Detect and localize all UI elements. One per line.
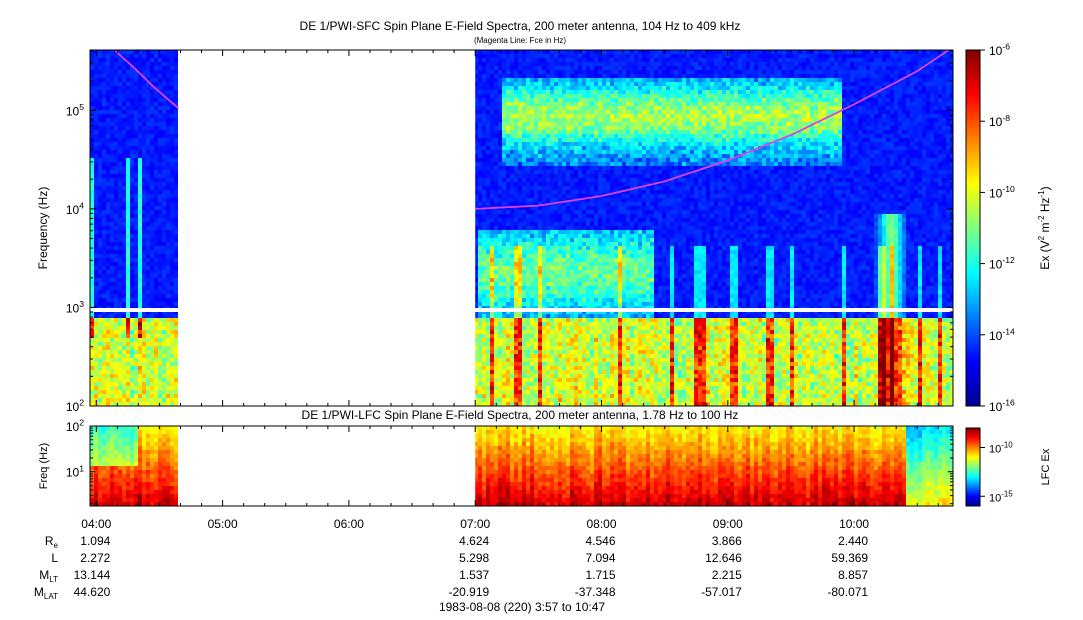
sfc-subtitle: (Magenta Line: Fce in Hz) bbox=[474, 36, 566, 45]
sfc-colorbar-label: Ex (V2 m-2 Hz-1) bbox=[1037, 186, 1052, 269]
ephemeris-value: 2.215 bbox=[712, 568, 742, 582]
time-axis-labels: 04:00 05:00 06:00 07:00 08:00 09:00 10:00 bbox=[81, 517, 869, 531]
colorbar-tick-label: 10-12 bbox=[989, 255, 1015, 271]
ephemeris-value: 4.624 bbox=[459, 534, 489, 548]
ephemeris-value: 59.369 bbox=[831, 551, 868, 565]
ephemeris-value: 1.094 bbox=[80, 534, 110, 548]
ephemeris-value: 13.144 bbox=[74, 568, 111, 582]
sfc-y-axis-label: Frequency (Hz) bbox=[36, 187, 50, 270]
colorbar-tick-label: 10-15 bbox=[989, 489, 1013, 504]
sfc-y-tick-label: 104 bbox=[66, 200, 84, 216]
lfc-y-tick-label: 102 bbox=[66, 418, 84, 434]
sfc-title: DE 1/PWI-SFC Spin Plane E-Field Spectra,… bbox=[300, 19, 741, 33]
ephemeris-row-label: Re bbox=[45, 534, 59, 550]
ephemeris-value: 7.094 bbox=[585, 551, 615, 565]
lfc-colorbar: 10-10 10-15 LFC Ex bbox=[966, 428, 1052, 506]
lfc-y-axis-label: Freq (Hz) bbox=[38, 443, 50, 489]
sfc-colorbar-scale bbox=[966, 50, 980, 406]
sfc-panel: DE 1/PWI-SFC Spin Plane E-Field Spectra,… bbox=[36, 19, 954, 414]
colorbar-tick-label: 10-10 bbox=[989, 184, 1015, 200]
time-tick-label: 04:00 bbox=[81, 517, 111, 531]
lfc-panel: DE 1/PWI-LFC Spin Plane E-Field Spectra,… bbox=[38, 408, 954, 506]
sfc-y-tick-label: 102 bbox=[66, 398, 84, 414]
ephemeris-value: 1.537 bbox=[459, 568, 489, 582]
ephemeris-row-label: MLAT bbox=[34, 585, 58, 601]
ephemeris-value: 2.440 bbox=[838, 534, 868, 548]
data-gap bbox=[178, 51, 475, 406]
lfc-data-gaps bbox=[178, 427, 475, 506]
lfc-y-tick-label: 101 bbox=[66, 463, 84, 479]
ephemeris-value: -20.919 bbox=[449, 585, 490, 599]
sfc-colorbar-ticks: 10-6 10-8 10-10 10-12 10-14 10-16 bbox=[980, 42, 1015, 414]
ephemeris-row-label: MLT bbox=[39, 568, 58, 584]
lfc-colorbar-ticks: 10-10 10-15 bbox=[980, 441, 1013, 505]
ephemeris-value: 12.646 bbox=[705, 551, 742, 565]
colorbar-tick-label: 10-16 bbox=[989, 398, 1015, 414]
time-tick-label: 06:00 bbox=[334, 517, 364, 531]
ephemeris-row-label: L bbox=[51, 551, 58, 565]
ephemeris-value: 2.272 bbox=[80, 551, 110, 565]
sfc-colorbar: 10-6 10-8 10-10 10-12 10-14 10-16 Ex (V2 m-2 … bbox=[966, 42, 1052, 414]
lfc-colorbar-scale bbox=[966, 428, 980, 506]
colorbar-tick-label: 10-8 bbox=[989, 113, 1010, 129]
colorbar-tick-label: 10-14 bbox=[989, 326, 1015, 342]
sfc-y-tick-label: 103 bbox=[66, 299, 84, 315]
ephemeris-value: -37.348 bbox=[575, 585, 616, 599]
colorbar-tick-label: 10-10 bbox=[989, 441, 1013, 456]
ephemeris-value: 4.546 bbox=[585, 534, 615, 548]
ephemeris-table: Re 1.094 4.624 4.546 3.866 2.440 L 2.272 5.298 7.… bbox=[34, 534, 869, 601]
ephemeris-value: 5.298 bbox=[459, 551, 489, 565]
lfc-title: DE 1/PWI-LFC Spin Plane E-Field Spectra,… bbox=[302, 408, 739, 422]
lfc-colorbar-label: LFC Ex bbox=[1040, 448, 1052, 485]
time-tick-label: 10:00 bbox=[839, 517, 869, 531]
ephemeris-value: 1.715 bbox=[585, 568, 615, 582]
sfc-data-gaps bbox=[178, 51, 475, 406]
time-tick-label: 09:00 bbox=[713, 517, 743, 531]
time-tick-label: 08:00 bbox=[586, 517, 616, 531]
time-tick-label: 07:00 bbox=[460, 517, 490, 531]
time-tick-label: 05:00 bbox=[208, 517, 238, 531]
ephemeris-value: 8.857 bbox=[838, 568, 868, 582]
ephemeris-value: 44.620 bbox=[74, 585, 111, 599]
colorbar-tick-label: 10-6 bbox=[989, 42, 1010, 58]
sfc-y-tick-label: 105 bbox=[66, 102, 84, 118]
ephemeris-value: -80.071 bbox=[827, 585, 868, 599]
ephemeris-value: -57.017 bbox=[701, 585, 742, 599]
ephemeris-value: 3.866 bbox=[712, 534, 742, 548]
data-gap bbox=[178, 427, 475, 506]
footer-date-range: 1983-08-08 (220) 3:57 to 10:47 bbox=[439, 600, 605, 614]
